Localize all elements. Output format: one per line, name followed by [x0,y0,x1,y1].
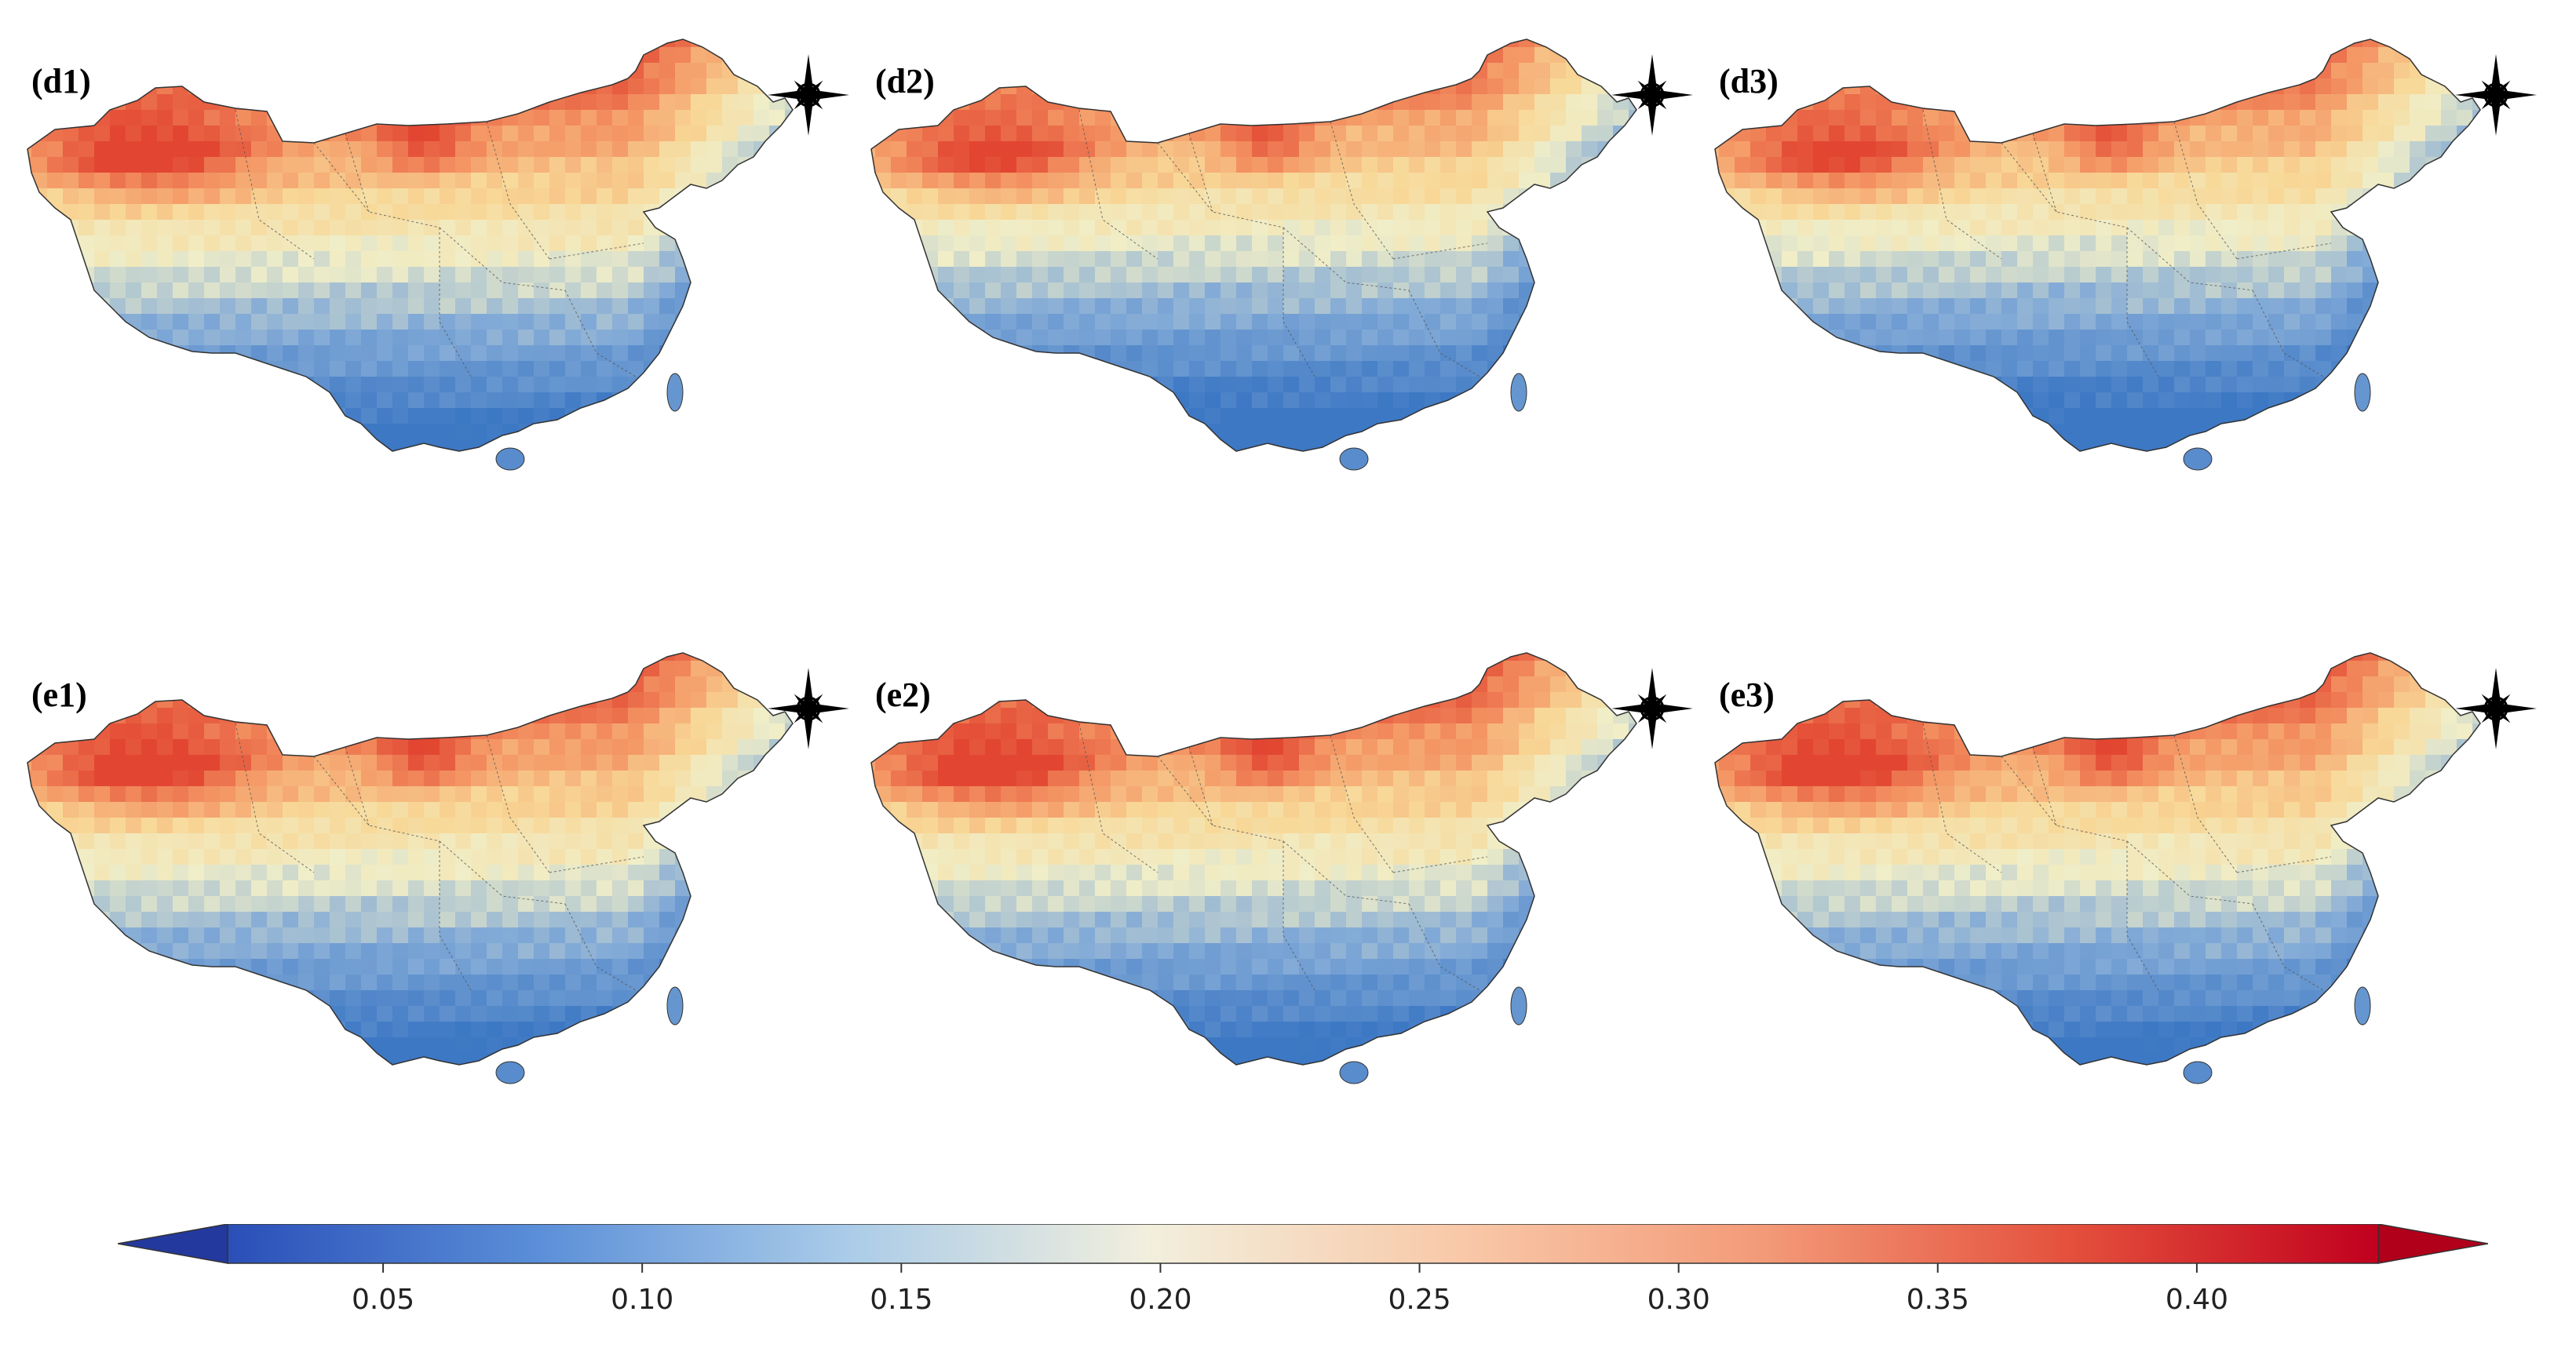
colorbar-tick-label: 0.35 [1906,1284,1969,1316]
country-outline [1714,38,2481,452]
map-panel-e2: (e2) [844,637,1693,1202]
panel-label-e1: (e1) [31,676,87,714]
colorbar-bar [227,1224,2379,1264]
raster-layer [1715,653,2480,1065]
china-map-e3 [1714,652,2481,1084]
country-outline [27,38,794,452]
raster-layer [1715,39,2480,451]
hainan-island [1339,1061,1369,1084]
north-arrow-icon [768,54,849,136]
colorbar-max-extend-arrow [2377,1224,2488,1264]
colorbar-tick-label: 0.40 [2166,1284,2228,1316]
map-panel-d2: (d2) [844,24,1693,588]
raster-layer [27,39,793,451]
taiwan-island [666,986,684,1026]
colorbar-tick-label: 0.05 [352,1284,414,1316]
colorbar-min-extend-arrow [118,1224,228,1264]
colorbar-tick-label: 0.25 [1388,1284,1450,1316]
hainan-island [495,447,525,471]
colorbar: 0.05 0.10 0.15 0.20 0.25 0.30 0.35 0.40 [118,1224,2488,1316]
panel-label-e2: (e2) [875,676,931,714]
china-map-d1 [27,38,794,471]
map-panel-d3: (d3) [1688,24,2537,588]
panel-label-d1: (d1) [31,62,91,100]
china-map-e1 [27,652,794,1084]
hainan-island [2183,447,2213,471]
panel-label-d3: (d3) [1719,62,1779,100]
china-map-d2 [870,38,1637,471]
map-panel-d1: (d1) [0,24,849,588]
taiwan-island [1510,986,1527,1026]
panel-label-d2: (d2) [875,62,935,100]
north-arrow-icon [768,668,849,749]
country-outline [870,652,1637,1066]
raster-layer [871,39,1636,451]
map-panel-e1: (e1) [0,637,849,1202]
hainan-island [495,1061,525,1084]
taiwan-island [666,373,684,412]
country-outline [27,652,794,1066]
taiwan-island [2354,986,2371,1026]
china-map-d3 [1714,38,2481,471]
north-arrow-icon [1611,54,1693,136]
taiwan-island [1510,373,1527,412]
north-arrow-icon [2455,54,2537,136]
panel-label-e3: (e3) [1719,676,1775,714]
country-outline [1714,652,2481,1066]
raster-layer [871,653,1636,1065]
hainan-island [1339,447,1369,471]
colorbar-tick-label: 0.10 [611,1284,673,1316]
map-panel-e3: (e3) [1688,637,2537,1202]
raster-layer [27,653,793,1065]
north-arrow-icon [2455,668,2537,749]
colorbar-tick-label: 0.20 [1129,1284,1191,1316]
country-outline [870,38,1637,452]
china-map-e2 [870,652,1637,1084]
hainan-island [2183,1061,2213,1084]
north-arrow-icon [1611,668,1693,749]
colorbar-tick-label: 0.15 [870,1284,932,1316]
colorbar-tick-label: 0.30 [1647,1284,1710,1316]
taiwan-island [2354,373,2371,412]
